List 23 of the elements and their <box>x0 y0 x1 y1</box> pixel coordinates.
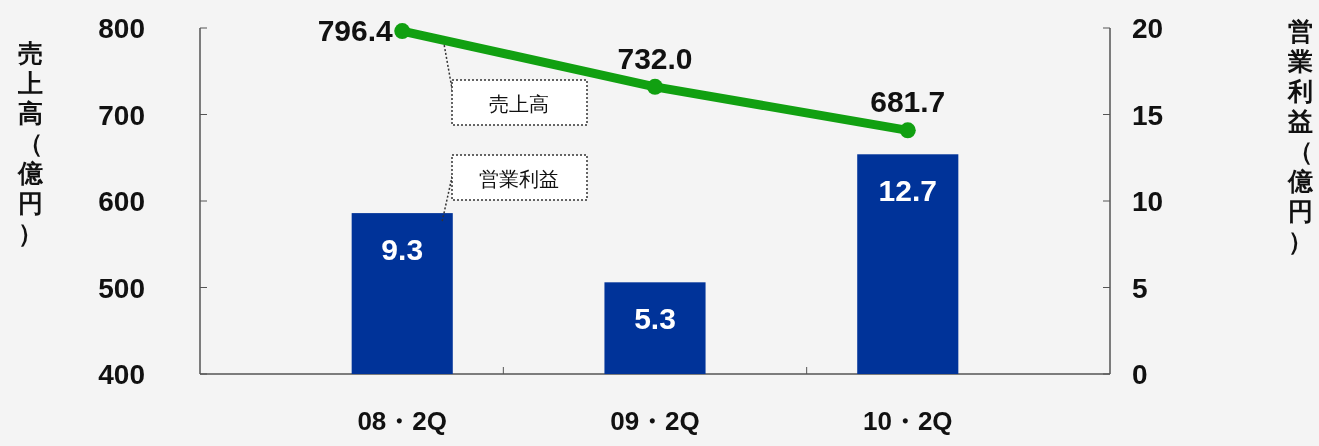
series-label: 営業利益 <box>479 168 559 190</box>
y-axis-title: 売上高（億円） <box>16 39 44 247</box>
data-label: 796.4 <box>317 14 394 48</box>
y-tick-label: 700 <box>98 99 145 131</box>
x-tick-label: 08・2Q <box>357 406 448 436</box>
y2-tick-label: 15 <box>1132 99 1164 131</box>
y2-tick-label: 20 <box>1132 13 1164 44</box>
x-tick-label: 09・2Q <box>610 406 700 436</box>
data-label: 5.3 <box>634 302 676 336</box>
y2-tick-label: 10 <box>1132 186 1164 217</box>
series-label: 売上高 <box>489 93 549 115</box>
y2-tick-label: 0 <box>1132 359 1148 390</box>
y-tick-label: 600 <box>98 186 145 217</box>
y-tick-label: 500 <box>98 272 145 304</box>
y-tick-label: 400 <box>98 359 145 390</box>
data-label: 732.0 <box>617 41 693 75</box>
data-label: 12.7 <box>878 174 937 208</box>
y2-axis-title: 営業利益（億円） <box>1286 17 1314 255</box>
y2-tick-label: 5 <box>1132 272 1148 304</box>
y-tick-label: 800 <box>98 13 145 44</box>
data-label: 9.3 <box>381 233 424 267</box>
data-label: 681.7 <box>870 85 946 119</box>
x-tick-label: 10・2Q <box>862 406 953 436</box>
